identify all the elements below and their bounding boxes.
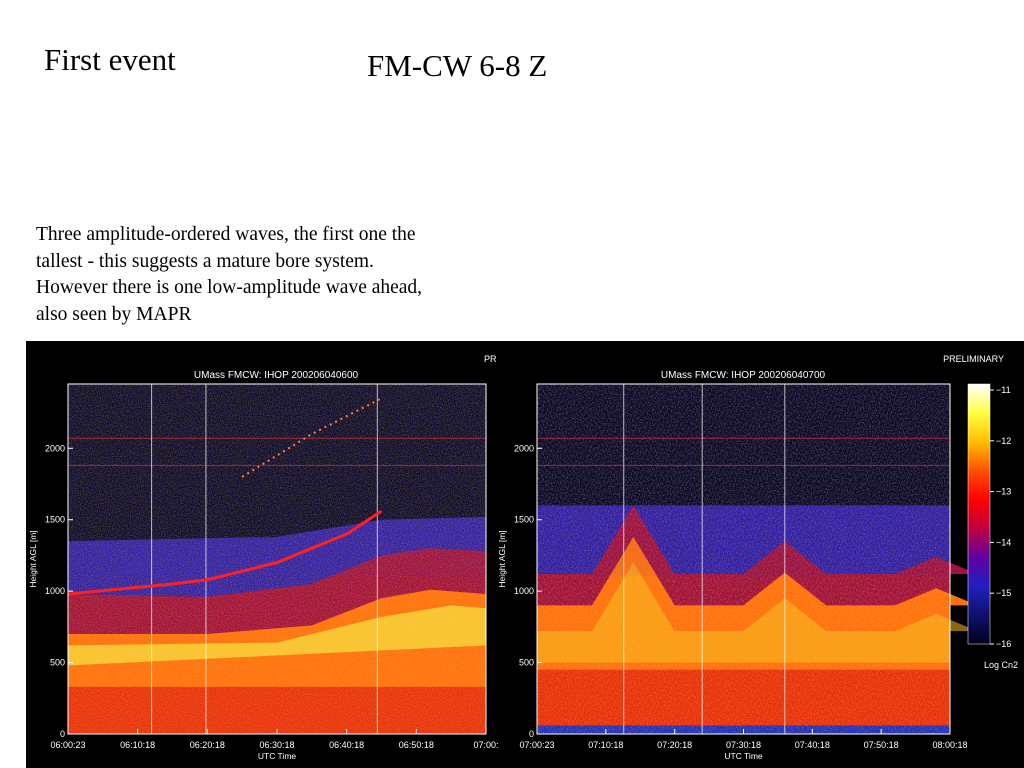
colorbar-tick-label: −15 (996, 588, 1011, 598)
x-tick-label: 07:00:23 (519, 740, 554, 750)
x-tick-label: 07:40:18 (795, 740, 830, 750)
y-tick-label: 1500 (514, 515, 534, 525)
y-tick-label: 0 (529, 729, 534, 739)
y-tick-label: 0 (60, 729, 65, 739)
y-tick-label: 1000 (45, 586, 65, 596)
x-tick-label: 07:20:18 (657, 740, 692, 750)
radar-panel-0700: UMass FMCW: IHOP 200206040700 PRELIMINARY… (497, 354, 1004, 761)
y-axis-label: Height AGL [m] (497, 530, 507, 587)
chart-title: UMass FMCW: IHOP 200206040700 (661, 370, 826, 381)
caption-text: Three amplitude-ordered waves, the first… (36, 222, 506, 328)
caption-line: tallest - this suggests a mature bore sy… (36, 250, 374, 272)
x-axis-label: UTC Time (724, 751, 763, 761)
colorbar-tick-label: −14 (996, 537, 1011, 547)
caption-line: Three amplitude-ordered waves, the first… (36, 224, 416, 245)
colorbar-label: Log Cn2 (984, 660, 1018, 670)
colorbar-tick-label: −12 (996, 436, 1011, 446)
slide-title-fmcw: FM-CW 6-8 Z (367, 48, 548, 83)
x-tick-label: 06:40:18 (329, 740, 364, 750)
y-tick-label: 500 (50, 658, 65, 668)
y-tick-label: 500 (519, 658, 534, 668)
x-tick-label: 07:30:18 (726, 740, 761, 750)
x-tick-label: 06:20:18 (190, 740, 225, 750)
preliminary-label: PRELIMINARY (943, 354, 1004, 364)
slide-title-first-event: First event (44, 42, 176, 77)
return-line (67, 509, 383, 596)
caption-line: also seen by MAPR (36, 303, 192, 325)
colorbar-tick-label: −11 (996, 385, 1011, 395)
x-tick-label: 07:50:18 (864, 740, 899, 750)
caption-line: However there is one low-amplitude wave … (36, 277, 423, 298)
y-tick-label: 1000 (514, 586, 534, 596)
radar-figure-svg: UMass FMCW: IHOP 200206040600 PR 0 500 1000 1… (28, 354, 1018, 761)
y-tick-label: 1500 (45, 515, 65, 525)
x-tick-label: 06:00:23 (50, 740, 85, 750)
radar-figure-panel: UMass FMCW: IHOP 200206040600 PR 0 500 1000 1… (26, 341, 1024, 768)
y-tick-label: 2000 (514, 443, 534, 453)
speckle-overlay-upper (537, 384, 950, 577)
preliminary-label: PR (484, 354, 497, 364)
scatter-plume (241, 397, 382, 478)
colorbar-gradient (967, 383, 991, 645)
x-tick-label: 06:10:18 (120, 740, 155, 750)
x-tick-label: 06:50:18 (399, 740, 434, 750)
chart-title: UMass FMCW: IHOP 200206040600 (194, 370, 359, 381)
speckle-overlay-upper (68, 384, 486, 577)
y-tick-label: 2000 (45, 443, 65, 453)
x-tick-label: 06:30:18 (259, 740, 294, 750)
colorbar: −11 −12 −13 −14 −15 −16 Log Cn2 (967, 383, 1018, 670)
colorbar-tick-label: −16 (996, 639, 1011, 649)
radar-panel-0600: UMass FMCW: IHOP 200206040600 PR 0 500 1000 1… (28, 354, 499, 761)
y-axis-label: Height AGL [m] (28, 530, 38, 587)
x-tick-label: 07:10:18 (588, 740, 623, 750)
x-tick-label: 08:00:18 (932, 740, 967, 750)
x-axis-label: UTC Time (258, 751, 297, 761)
colorbar-tick-label: −13 (996, 487, 1011, 497)
x-tick-label: 07:00: (473, 740, 498, 750)
